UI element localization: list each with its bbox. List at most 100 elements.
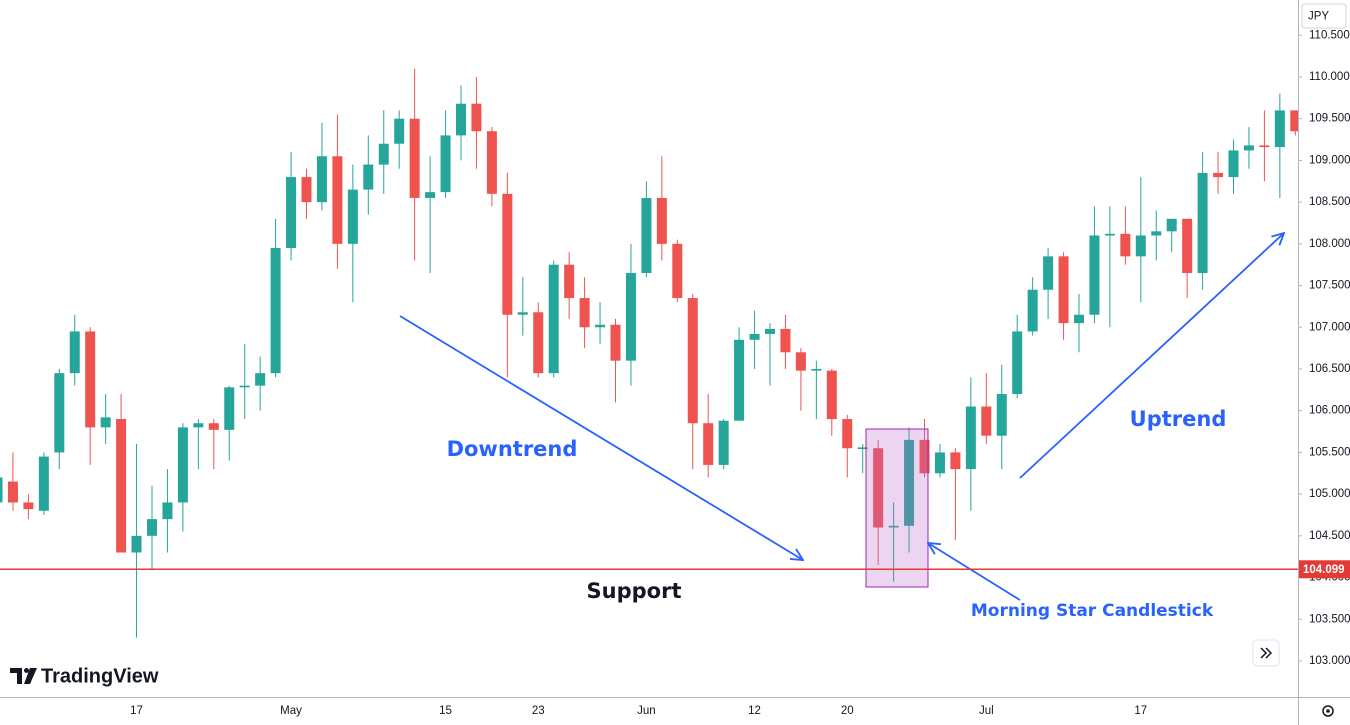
candle-body — [811, 368, 822, 371]
candle-body — [795, 352, 806, 371]
x-tick-label: 17 — [1134, 705, 1147, 717]
candle-body — [888, 525, 899, 528]
x-tick-label: 17 — [130, 705, 143, 717]
candle-body — [1135, 235, 1146, 257]
candle-body — [255, 373, 266, 386]
price-axis: 103.000103.500104.000104.500105.000105.5… — [1298, 29, 1350, 667]
candle-body — [1074, 314, 1084, 324]
annotation: Uptrend — [1130, 407, 1227, 431]
candle-body — [147, 519, 157, 536]
brand: TradingView — [41, 665, 159, 687]
candle-body — [85, 331, 96, 428]
candle-body — [0, 477, 3, 503]
y-tick-label: 106.500 — [1309, 363, 1350, 375]
candle-body — [270, 248, 281, 374]
candle-body — [1151, 231, 1162, 236]
y-tick-label: 107.500 — [1309, 280, 1350, 292]
candle-body — [1197, 172, 1208, 274]
candle-body — [610, 324, 621, 361]
y-tick-label: 103.000 — [1309, 655, 1350, 667]
candle-body — [378, 143, 389, 165]
y-tick-label: 107.000 — [1309, 321, 1350, 333]
candle-body — [1274, 110, 1285, 148]
candle-body — [38, 456, 49, 511]
candle-body — [1012, 331, 1023, 395]
x-tick-label: 12 — [748, 705, 761, 717]
candle-body — [873, 448, 884, 528]
scroll-icon — [1260, 647, 1273, 659]
candle-body — [131, 535, 142, 553]
candle-body — [564, 264, 575, 299]
currency-label: JPY — [1308, 11, 1329, 23]
candle-body — [1104, 233, 1115, 236]
candle-body — [517, 312, 528, 315]
y-tick-label: 106.000 — [1309, 405, 1350, 417]
pattern-arrow — [928, 543, 1021, 601]
y-tick-label: 109.500 — [1309, 113, 1350, 125]
candle-body — [456, 103, 466, 136]
plot-area — [0, 68, 1298, 638]
x-tick-label: May — [280, 705, 302, 717]
candle-body — [502, 193, 513, 315]
candle-body — [162, 502, 173, 520]
candle-body — [1182, 218, 1193, 274]
candle-body — [425, 192, 436, 198]
candle-body — [996, 394, 1007, 436]
candle-body — [301, 177, 312, 203]
candle-body — [641, 197, 652, 274]
candle-body — [919, 439, 930, 474]
candle-body — [471, 103, 482, 132]
x-tick-label: 20 — [841, 705, 854, 717]
candle-body — [116, 419, 127, 553]
annotation: Downtrend — [447, 437, 578, 461]
downtrend-arrow — [399, 315, 803, 560]
candle-body — [1213, 172, 1224, 178]
y-tick-label: 105.000 — [1309, 488, 1350, 500]
x-tick-label: 23 — [532, 705, 545, 717]
candle-body — [486, 131, 497, 194]
candle-body — [548, 264, 559, 374]
x-tick-label: Jul — [979, 705, 994, 717]
y-tick-label: 103.500 — [1309, 613, 1350, 625]
candle-body — [842, 419, 853, 449]
candle-body — [533, 312, 544, 374]
candle-body — [23, 502, 34, 510]
support-price-label: 104.099 — [1303, 564, 1345, 576]
candle-body — [749, 333, 760, 340]
y-tick-label: 108.000 — [1309, 238, 1350, 250]
candle-body — [718, 420, 729, 465]
candle-body — [965, 406, 976, 470]
candle-body — [394, 118, 405, 144]
x-tick-label: 15 — [439, 705, 452, 717]
settings-icon-center — [1326, 709, 1330, 713]
candle-body — [409, 118, 420, 198]
x-tick-label: Jun — [637, 705, 656, 717]
candle-body — [857, 447, 868, 450]
candle-body — [656, 197, 667, 244]
candle-body — [440, 135, 451, 193]
candle-body — [765, 328, 775, 334]
candle-body — [1089, 235, 1100, 315]
candle-body — [1058, 256, 1069, 324]
candle-body — [826, 370, 837, 420]
candle-body — [239, 385, 250, 388]
candle-body — [687, 298, 698, 424]
candle-body — [1259, 145, 1270, 148]
y-tick-label: 105.500 — [1309, 446, 1350, 458]
logo — [10, 668, 37, 684]
candle-body — [1228, 150, 1239, 178]
currency-box[interactable] — [1301, 3, 1347, 29]
settings-icon[interactable] — [1322, 705, 1334, 717]
candle-body — [193, 423, 204, 428]
candle-body — [981, 406, 992, 436]
candle-body — [69, 331, 80, 374]
y-tick-label: 109.000 — [1309, 154, 1350, 166]
candle-body — [7, 481, 18, 503]
candle-body — [1120, 233, 1131, 257]
candle-body — [208, 423, 219, 430]
candle-body — [54, 373, 65, 453]
y-tick-label: 104.500 — [1309, 530, 1350, 542]
candle-body — [177, 427, 188, 503]
candle-body — [579, 298, 590, 328]
